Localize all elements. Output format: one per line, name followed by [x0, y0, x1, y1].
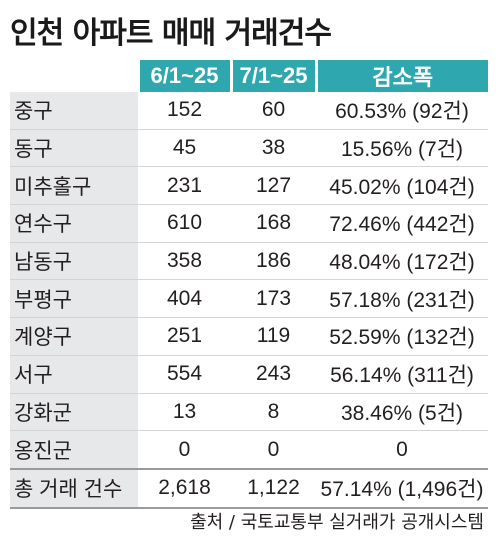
table-row: 남동구 358 186 48.04% (172건) — [10, 242, 488, 281]
decrease-cell: 57.14% (1,496건) — [316, 467, 488, 509]
decrease-cell: 48.04% (172건) — [316, 242, 488, 281]
july-count-cell: 1,122 — [231, 467, 316, 509]
data-table: 6/1~25 7/1~25 감소폭 중구 152 60 60.53% (92건) 동구 4… — [10, 60, 488, 509]
region-cell: 중구 — [10, 92, 138, 130]
june-count-cell: 152 — [138, 92, 231, 130]
june-count-cell: 610 — [138, 204, 231, 243]
table-row: 동구 45 38 15.56% (7건) — [10, 129, 488, 168]
region-cell: 강화군 — [10, 393, 138, 432]
june-count-cell: 2,618 — [138, 467, 231, 509]
july-count-cell: 168 — [231, 204, 316, 243]
june-count-cell: 251 — [138, 317, 231, 356]
region-cell: 부평구 — [10, 279, 138, 319]
decrease-cell: 57.18% (231건) — [316, 279, 488, 319]
region-cell: 미추홀구 — [10, 166, 138, 206]
june-count-cell: 404 — [138, 279, 231, 319]
decrease-cell: 52.59% (132건) — [316, 317, 488, 356]
july-count-cell: 173 — [231, 279, 316, 319]
header-cell-decrease: 감소폭 — [314, 60, 488, 92]
header-cell-blank — [10, 60, 138, 92]
july-count-cell: 8 — [231, 393, 316, 432]
table-row: 옹진군 0 0 0 — [10, 430, 488, 470]
decrease-cell: 38.46% (5건) — [316, 393, 488, 432]
region-cell: 계양구 — [10, 317, 138, 356]
june-count-cell: 554 — [138, 355, 231, 394]
june-count-cell: 358 — [138, 242, 231, 281]
table-row: 서구 554 243 56.14% (311건) — [10, 355, 488, 394]
header-row: 6/1~25 7/1~25 감소폭 — [10, 60, 488, 92]
region-cell: 총 거래 건수 — [10, 467, 138, 509]
july-count-cell: 243 — [231, 355, 316, 394]
total-row: 총 거래 건수 2,618 1,122 57.14% (1,496건) — [10, 467, 488, 509]
table-row: 계양구 251 119 52.59% (132건) — [10, 317, 488, 356]
region-cell: 옹진군 — [10, 430, 138, 470]
region-cell: 동구 — [10, 129, 138, 168]
july-count-cell: 38 — [231, 129, 316, 168]
june-count-cell: 45 — [138, 129, 231, 168]
decrease-cell: 45.02% (104건) — [316, 166, 488, 206]
decrease-cell: 0 — [316, 430, 488, 470]
decrease-cell: 60.53% (92건) — [316, 92, 488, 130]
decrease-cell: 15.56% (7건) — [316, 129, 488, 168]
header-cell-june: 6/1~25 — [136, 60, 231, 92]
chart-title: 인천 아파트 매매 거래건수 — [10, 16, 332, 51]
table-row: 강화군 13 8 38.46% (5건) — [10, 393, 488, 432]
june-count-cell: 13 — [138, 393, 231, 432]
july-count-cell: 119 — [231, 317, 316, 356]
decrease-cell: 72.46% (442건) — [316, 204, 488, 243]
region-cell: 연수구 — [10, 204, 138, 243]
table-row: 연수구 610 168 72.46% (442건) — [10, 204, 488, 243]
july-count-cell: 60 — [231, 92, 316, 130]
june-count-cell: 231 — [138, 166, 231, 206]
table-body: 중구 152 60 60.53% (92건) 동구 45 38 15.56% (7건) 미추홀구… — [10, 92, 488, 509]
header-cell-july: 7/1~25 — [229, 60, 316, 92]
table-row: 부평구 404 173 57.18% (231건) — [10, 279, 488, 319]
source-note: 출처 / 국토교통부 실거래가 공개시스템 — [190, 512, 484, 533]
region-cell: 남동구 — [10, 242, 138, 281]
table-row: 미추홀구 231 127 45.02% (104건) — [10, 166, 488, 206]
june-count-cell: 0 — [138, 430, 231, 470]
july-count-cell: 127 — [231, 166, 316, 206]
table-row: 중구 152 60 60.53% (92건) — [10, 92, 488, 130]
july-count-cell: 0 — [231, 430, 316, 470]
decrease-cell: 56.14% (311건) — [316, 355, 488, 394]
july-count-cell: 186 — [231, 242, 316, 281]
region-cell: 서구 — [10, 355, 138, 394]
